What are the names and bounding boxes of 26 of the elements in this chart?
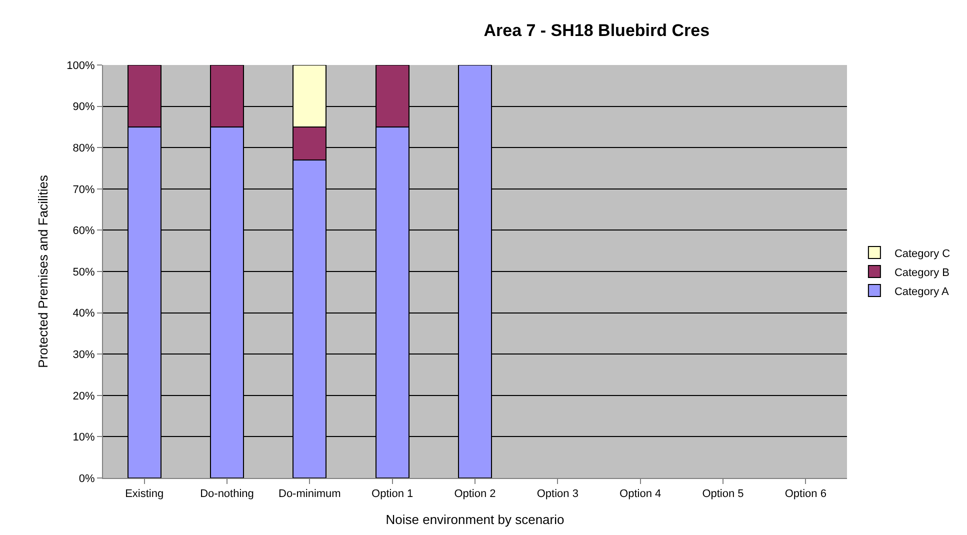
x-tick-label: Option 2: [454, 488, 496, 500]
y-tick-label: 90%: [72, 101, 96, 114]
y-tick-label: 10%: [72, 432, 96, 444]
x-tick-label: Existing: [125, 488, 164, 500]
y-tick-label: 0%: [78, 472, 96, 485]
y-tick-label: 70%: [72, 184, 96, 196]
x-tick-label: Do-minimum: [278, 488, 341, 500]
chart-title: Area 7 - SH18 Bluebird Cres: [484, 20, 710, 40]
y-tick-label: 40%: [72, 308, 96, 320]
x-tick-label: Option 4: [620, 488, 662, 500]
x-tick-label: Option 5: [702, 488, 744, 500]
x-tick-label: Do-nothing: [200, 488, 254, 500]
x-tick-label: Option 3: [536, 488, 578, 500]
x-axis-title: Noise environment by scenario: [386, 512, 564, 527]
x-tick-label: Option 6: [784, 488, 826, 500]
y-tick-label: 100%: [66, 60, 96, 72]
y-tick-label: 50%: [72, 266, 96, 278]
legend-label: Category A: [894, 286, 950, 298]
x-tick-label: Option 1: [372, 488, 414, 500]
y-axis-title: Protected Premises and Facilities: [36, 174, 51, 368]
legend-label: Category B: [894, 266, 950, 279]
y-tick-label: 20%: [72, 390, 96, 402]
y-tick-label: 30%: [72, 348, 96, 361]
y-tick-label: 60%: [72, 225, 96, 238]
y-tick-label: 80%: [72, 142, 96, 154]
legend-label: Category C: [894, 248, 950, 260]
